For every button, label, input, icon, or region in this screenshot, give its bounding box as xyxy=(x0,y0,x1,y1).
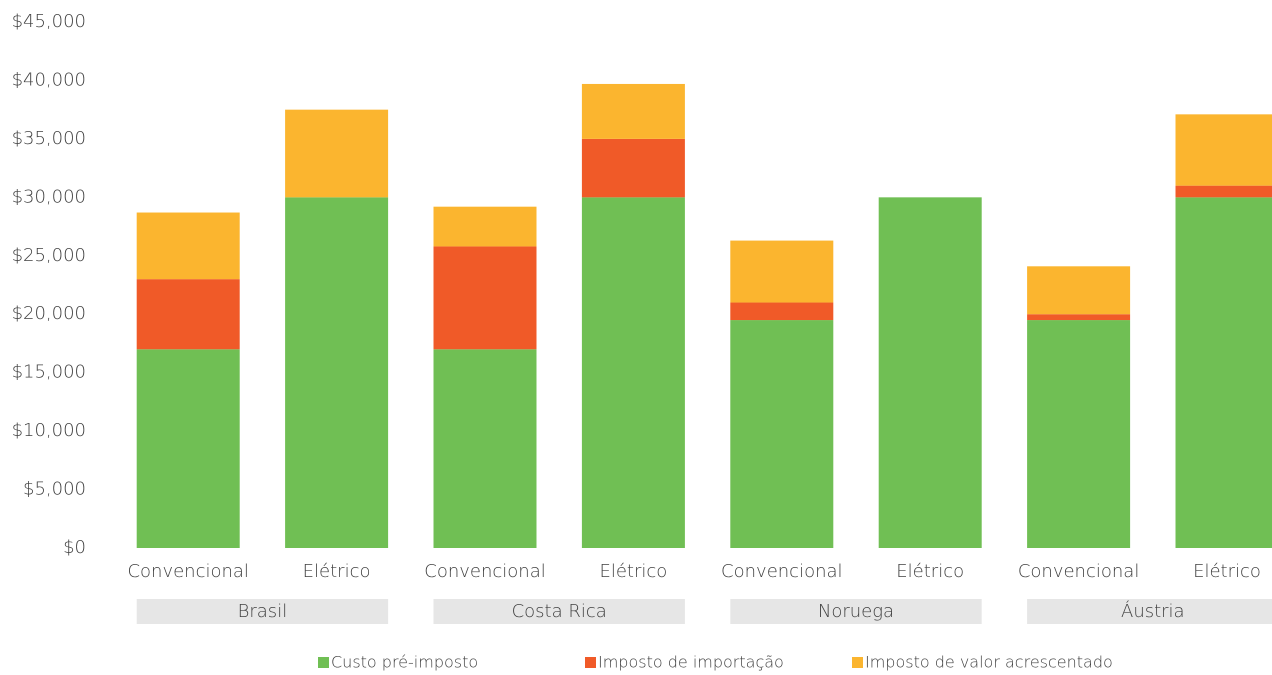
y-tick-label: $25,000 xyxy=(12,245,86,266)
group-band xyxy=(1027,599,1272,624)
y-tick-label: $0 xyxy=(63,537,86,558)
bar-segment xyxy=(285,109,389,198)
group-band xyxy=(433,599,685,624)
x-tick-label: Elétrico xyxy=(303,561,371,582)
bar-segment xyxy=(730,240,834,303)
bar-segment xyxy=(730,320,834,548)
bar-segment xyxy=(136,349,240,548)
x-tick-label: Convencional xyxy=(424,561,545,582)
bar-segment xyxy=(433,246,537,350)
bar-segment xyxy=(1027,314,1131,321)
group-label: Brasil xyxy=(238,601,288,622)
group-label: Noruega xyxy=(818,601,894,622)
legend-label: Custo pré-imposto xyxy=(331,653,478,672)
group-label: Costa Rica xyxy=(512,601,607,622)
legend-swatch xyxy=(852,657,863,668)
y-tick-label: $35,000 xyxy=(12,128,86,149)
bar-segment xyxy=(581,83,685,139)
legend-swatch xyxy=(318,657,329,668)
bar-segment xyxy=(1027,320,1131,548)
y-tick-label: $40,000 xyxy=(12,69,86,90)
bar-segment xyxy=(1175,114,1272,186)
bar-segment xyxy=(433,206,537,247)
bar-segment xyxy=(581,138,685,198)
x-tick-label: Elétrico xyxy=(599,561,667,582)
y-tick-label: $45,000 xyxy=(12,11,86,32)
y-tick-label: $15,000 xyxy=(12,362,86,383)
bar-segment xyxy=(581,197,685,549)
x-tick-label: Convencional xyxy=(127,561,248,582)
bar-segment xyxy=(136,279,240,350)
group-label: Áustria xyxy=(1121,600,1185,622)
x-tick-label: Convencional xyxy=(721,561,842,582)
group-band xyxy=(730,599,982,624)
y-tick-label: $20,000 xyxy=(12,303,86,324)
group-band xyxy=(136,599,389,624)
y-tick-label: $10,000 xyxy=(12,420,86,441)
y-tick-label: $5,000 xyxy=(23,479,86,500)
x-tick-label: Elétrico xyxy=(1193,561,1261,582)
bar-segment xyxy=(136,212,240,280)
legend-label: Imposto de valor acrescentado xyxy=(865,653,1113,672)
bar-segment xyxy=(433,349,537,548)
bar-segment xyxy=(1027,266,1131,315)
bar-segment xyxy=(1175,185,1272,198)
legend-swatch xyxy=(585,657,596,668)
x-tick-label: Elétrico xyxy=(896,561,964,582)
bar-segment xyxy=(730,302,834,321)
x-tick-label: Convencional xyxy=(1018,561,1139,582)
bar-segment xyxy=(878,197,982,549)
bar-segment xyxy=(285,197,389,549)
bar-segment xyxy=(1175,197,1272,549)
y-tick-label: $30,000 xyxy=(12,186,86,207)
legend-label: Imposto de importação xyxy=(598,653,784,672)
